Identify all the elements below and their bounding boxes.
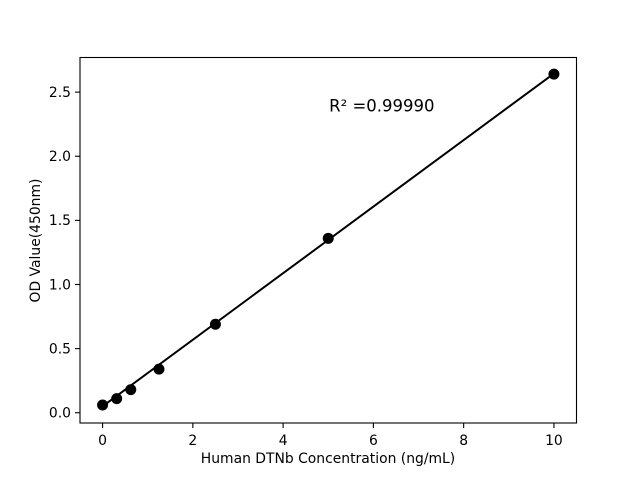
x-axis-label: Human DTNb Concentration (ng/mL) — [201, 451, 455, 467]
x-tick-label: 8 — [459, 433, 468, 449]
y-tick-label: 2.0 — [49, 149, 71, 165]
y-tick-label: 0.0 — [49, 406, 71, 422]
plot-border — [79, 56, 578, 424]
data-point — [111, 393, 123, 405]
data-point — [548, 68, 560, 80]
x-tick-label: 10 — [545, 433, 563, 449]
x-tick-label: 6 — [369, 433, 378, 449]
y-tick-label: 2.5 — [49, 85, 71, 101]
x-tick-label: 0 — [98, 433, 107, 449]
data-point — [125, 384, 137, 396]
x-tick-label: 4 — [279, 433, 288, 449]
y-tick-label: 1.5 — [49, 213, 71, 229]
y-tick-label: 1.0 — [49, 277, 71, 293]
r-squared-annotation: R² =0.99990 — [329, 96, 434, 115]
data-point — [209, 318, 221, 330]
data-point — [153, 363, 165, 375]
y-tick-label: 0.5 — [49, 341, 71, 357]
y-axis-label: OD Value(450nm) — [28, 179, 44, 303]
x-tick-label: 2 — [188, 433, 197, 449]
data-point — [322, 232, 334, 244]
data-point — [97, 399, 109, 411]
